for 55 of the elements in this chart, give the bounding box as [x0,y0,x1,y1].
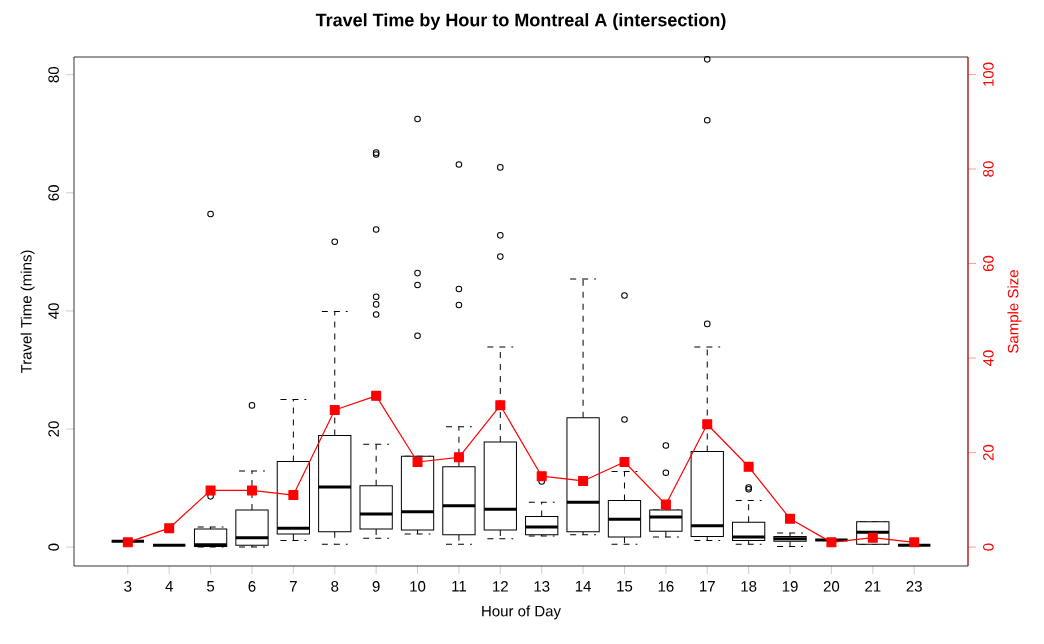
point [246,485,257,496]
x-tick-label: 12 [493,581,508,592]
y-tick-label: 60 [48,185,59,201]
x-tick-label: 14 [575,581,591,592]
point [785,513,796,524]
point [495,400,506,411]
point [867,532,878,543]
y2-tick-label: 40 [983,350,994,367]
point [412,457,423,468]
y-tick-label: 0 [48,543,59,551]
y2-tick-label: 0 [983,543,994,551]
x-tick-label: 8 [331,581,339,592]
point [288,490,299,501]
x-tick-label: 23 [906,581,922,592]
x-tick-label: 11 [452,581,466,592]
chart-title: Travel Time by Hour to Montreal A (intersection) [315,13,726,30]
point [329,405,340,416]
y-tick-label: 20 [48,421,59,437]
y-tick-label: 80 [48,66,59,83]
y-tick-label: 40 [48,303,59,319]
point [164,523,175,534]
point [578,475,589,486]
point [909,537,920,548]
x-tick-label: 16 [658,581,674,592]
x-tick-label: 4 [165,581,173,592]
x-tick-label: 3 [124,581,132,592]
point [702,419,713,430]
x-tick-label: 9 [372,581,380,592]
x-tick-label: 15 [617,581,633,592]
point [371,390,382,401]
point [205,485,216,496]
x-tick-label: 5 [207,581,215,592]
point [660,499,671,510]
x-tick-label: 6 [248,581,256,592]
y2-tick-label: 60 [983,255,994,272]
point [453,452,464,463]
x-tick-label: 10 [410,581,426,592]
x-tick-label: 18 [741,581,757,592]
x-tick-label: 13 [534,581,550,592]
y2-tick-label: 80 [983,161,994,177]
x-tick-label: 19 [782,581,798,592]
x-tick-label: 20 [823,581,840,592]
point [122,537,133,548]
y-axis-title: Travel Time (mins) [20,250,35,374]
point [536,471,547,482]
x-axis-title: Hour of Day [482,605,561,620]
point [826,537,837,548]
point [743,461,754,472]
x-tick-label: 21 [865,581,881,592]
y2-axis-title: Sample Size [1007,270,1022,353]
x-tick-label: 7 [289,581,297,592]
y2-tick-label: 100 [983,62,994,86]
y2-tick-label: 20 [983,444,994,461]
point [619,457,630,468]
x-tick-label: 17 [700,581,715,592]
